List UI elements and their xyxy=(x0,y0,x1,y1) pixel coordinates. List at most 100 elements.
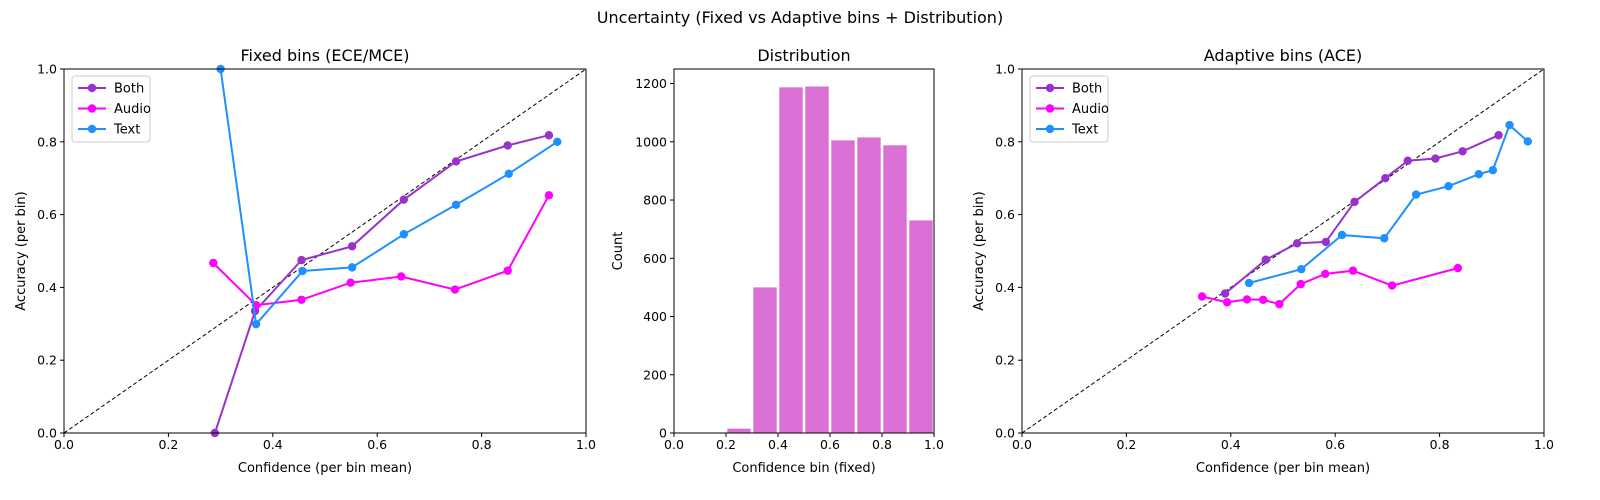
legend-marker xyxy=(87,83,97,93)
histogram-bar xyxy=(805,86,829,434)
data-point xyxy=(1453,263,1463,273)
legend-item: Audio xyxy=(1036,102,1109,117)
data-point xyxy=(298,266,307,276)
panel-3: Adaptive bins (ACE) 0.0 0.2 0.4 0.6 0.8 1.0 0.0… xyxy=(972,46,1554,476)
diagonal-reference-line xyxy=(64,69,586,433)
data-point xyxy=(1411,190,1421,199)
data-point xyxy=(1220,289,1230,298)
data-point xyxy=(1296,279,1305,289)
series-audio xyxy=(1197,263,1463,309)
histogram-bar xyxy=(753,287,777,433)
data-point xyxy=(1431,154,1440,163)
histogram-bar xyxy=(857,137,881,433)
x-tick-label: 0.4 xyxy=(263,437,283,452)
data-point xyxy=(346,278,355,287)
series-line xyxy=(219,68,558,327)
histogram-bar xyxy=(883,145,907,433)
legend-label: Both xyxy=(114,82,144,97)
data-point xyxy=(1197,292,1207,301)
y-tick-label: 1.0 xyxy=(995,62,1015,77)
plot-frame xyxy=(63,68,587,434)
x-tick-label: 0.8 xyxy=(872,437,892,452)
legend-marker xyxy=(87,124,97,134)
data-point xyxy=(1381,174,1390,183)
data-point xyxy=(1505,120,1514,130)
y-tick-label: 0.2 xyxy=(37,353,57,368)
data-point xyxy=(1297,265,1306,274)
y-tick-label: 0.8 xyxy=(995,134,1015,149)
legend-item: Text xyxy=(1036,123,1098,138)
series-text xyxy=(1244,120,1533,288)
legend-item: Audio xyxy=(78,102,151,117)
y-tick-label: 0.2 xyxy=(995,353,1015,368)
panel-title: Fixed bins (ECE/MCE) xyxy=(240,46,409,65)
data-point xyxy=(544,191,554,200)
x-tick-label: 0.4 xyxy=(1221,437,1241,452)
data-point xyxy=(1474,169,1483,179)
y-tick-label: 0.6 xyxy=(37,207,57,222)
plot-frame xyxy=(673,68,935,434)
data-point xyxy=(399,230,409,239)
y-axis-label: Accuracy (per bin) xyxy=(14,191,29,310)
data-point xyxy=(1494,131,1503,140)
data-point xyxy=(1387,281,1397,290)
histogram-bar xyxy=(727,428,751,433)
data-point xyxy=(1488,165,1498,175)
data-point xyxy=(347,263,357,272)
series-line xyxy=(212,194,550,307)
data-point xyxy=(503,141,512,150)
data-point xyxy=(399,195,409,204)
legend-marker xyxy=(1045,104,1055,113)
x-axis-label: Confidence (per bin mean) xyxy=(1196,461,1370,476)
y-tick-label: 0.0 xyxy=(995,426,1015,441)
x-tick-label: 0.0 xyxy=(54,437,74,452)
legend-marker xyxy=(87,104,97,113)
data-point xyxy=(209,258,218,268)
x-tick-label: 0.6 xyxy=(367,437,387,452)
x-tick-label: 0.6 xyxy=(1325,437,1345,452)
y-tick-label: 400 xyxy=(643,309,667,324)
data-point xyxy=(451,157,461,166)
data-point xyxy=(1350,197,1359,207)
x-tick-label: 0.0 xyxy=(1012,437,1032,452)
legend-label: Both xyxy=(1072,82,1102,97)
diagonal-reference-line xyxy=(1022,69,1544,433)
y-tick-label: 600 xyxy=(643,251,667,266)
data-point xyxy=(1321,269,1330,279)
y-axis-label: Count xyxy=(611,232,626,271)
legend-item: Both xyxy=(1036,82,1102,97)
data-point xyxy=(1403,156,1412,165)
series-line xyxy=(1201,267,1459,306)
data-point xyxy=(503,266,512,275)
histogram-bar xyxy=(909,220,933,433)
panel-2: Distribution 0.0 0.2 0.4 0.6 0.8 1.0 0 200 400 600… xyxy=(611,46,944,476)
legend-label: Text xyxy=(113,123,140,138)
y-tick-label: 1.0 xyxy=(37,62,57,77)
data-point xyxy=(1523,137,1533,146)
data-point xyxy=(1348,266,1358,275)
y-axis-label: Accuracy (per bin) xyxy=(972,191,987,310)
panel-title: Adaptive bins (ACE) xyxy=(1204,46,1363,65)
data-point xyxy=(1261,255,1270,264)
legend-marker xyxy=(1045,83,1055,93)
x-tick-label: 0.8 xyxy=(1430,437,1450,452)
suptitle: Uncertainty (Fixed vs Adaptive bins + Di… xyxy=(597,8,1003,27)
charts: Fixed bins (ECE/MCE) 0.0 0.2 0.4 0.6 0.8 1.0 0.… xyxy=(14,46,1554,476)
legend-label: Text xyxy=(1071,123,1098,138)
legend-label: Audio xyxy=(1072,102,1109,117)
histogram-bar xyxy=(779,87,803,434)
panel-title: Distribution xyxy=(757,46,850,65)
data-point xyxy=(297,255,306,265)
legend-item: Text xyxy=(78,123,140,138)
panel-1: Fixed bins (ECE/MCE) 0.0 0.2 0.4 0.6 0.8 1.0 0.… xyxy=(14,46,596,476)
y-tick-label: 0.4 xyxy=(37,280,57,295)
data-point xyxy=(451,200,461,209)
data-point xyxy=(450,285,460,294)
y-tick-label: 200 xyxy=(643,367,667,382)
data-point xyxy=(544,131,554,140)
data-point xyxy=(504,169,513,179)
legend: Both Audio Text xyxy=(71,75,151,143)
x-tick-label: 0.6 xyxy=(820,437,840,452)
y-tick-label: 1200 xyxy=(635,76,667,91)
